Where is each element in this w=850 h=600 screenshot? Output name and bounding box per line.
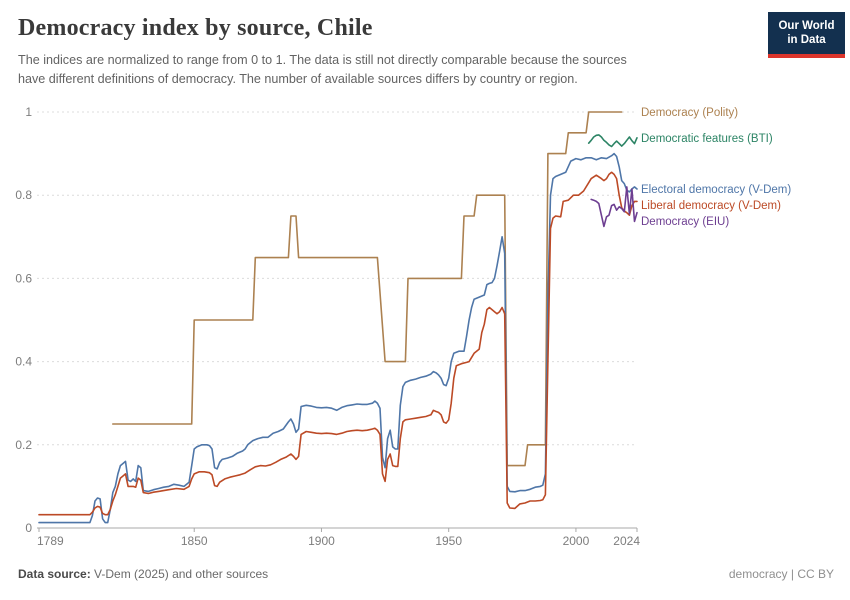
y-tick-label-0.8: 0.8 — [15, 188, 32, 202]
series-line-bti — [587, 134, 638, 148]
x-tick-label-2000: 2000 — [563, 534, 590, 548]
series-line-eiu — [590, 186, 638, 228]
data-source-label: Data source: — [18, 567, 91, 581]
owid-logo-text: Our World in Data — [768, 12, 845, 54]
series-line-electoral-vdem — [38, 152, 638, 524]
y-tick-label-0: 0 — [25, 521, 32, 535]
subtitle-line-1: The indices are normalized to range from… — [18, 53, 627, 67]
owid-logo[interactable]: Our World in Data — [768, 12, 845, 58]
series-label-electoral-vdem: Electoral democracy (V-Dem) — [641, 184, 791, 196]
series-label-bti: Democratic features (BTI) — [641, 133, 773, 145]
subtitle-line-2: have different definitions of democracy.… — [18, 71, 578, 86]
license-note[interactable]: democracy | CC BY — [728, 567, 834, 581]
series-label-eiu: Democracy (EIU) — [641, 216, 729, 228]
x-tick-label-2024: 2024 — [613, 534, 640, 548]
data-source-note: Data source: V-Dem (2025) and other sour… — [18, 567, 268, 581]
x-tick-label-1900: 1900 — [308, 534, 335, 548]
x-tick-label-1950: 1950 — [435, 534, 462, 548]
series-line-liberal-vdem — [38, 171, 638, 516]
series-line-polity — [112, 111, 623, 467]
chart-header: Democracy index by source, Chile The ind… — [18, 10, 832, 89]
y-tick-label-0.4: 0.4 — [15, 355, 32, 369]
series-label-polity: Democracy (Polity) — [641, 107, 738, 119]
owid-logo-red-bar — [768, 53, 845, 58]
page-title: Democracy index by source, Chile — [18, 15, 373, 41]
chart-footer: Data source: V-Dem (2025) and other sour… — [18, 567, 834, 581]
x-tick-label-1789: 1789 — [37, 534, 64, 548]
y-tick-label-0.2: 0.2 — [15, 438, 32, 452]
x-tick-label-1850: 1850 — [181, 534, 208, 548]
data-source-text: V-Dem (2025) and other sources — [94, 567, 269, 581]
page-subtitle: The indices are normalized to range from… — [18, 51, 832, 89]
y-tick-label-1: 1 — [25, 105, 32, 119]
series-label-liberal-vdem: Liberal democracy (V-Dem) — [641, 200, 781, 212]
y-tick-label-0.6: 0.6 — [15, 271, 32, 285]
